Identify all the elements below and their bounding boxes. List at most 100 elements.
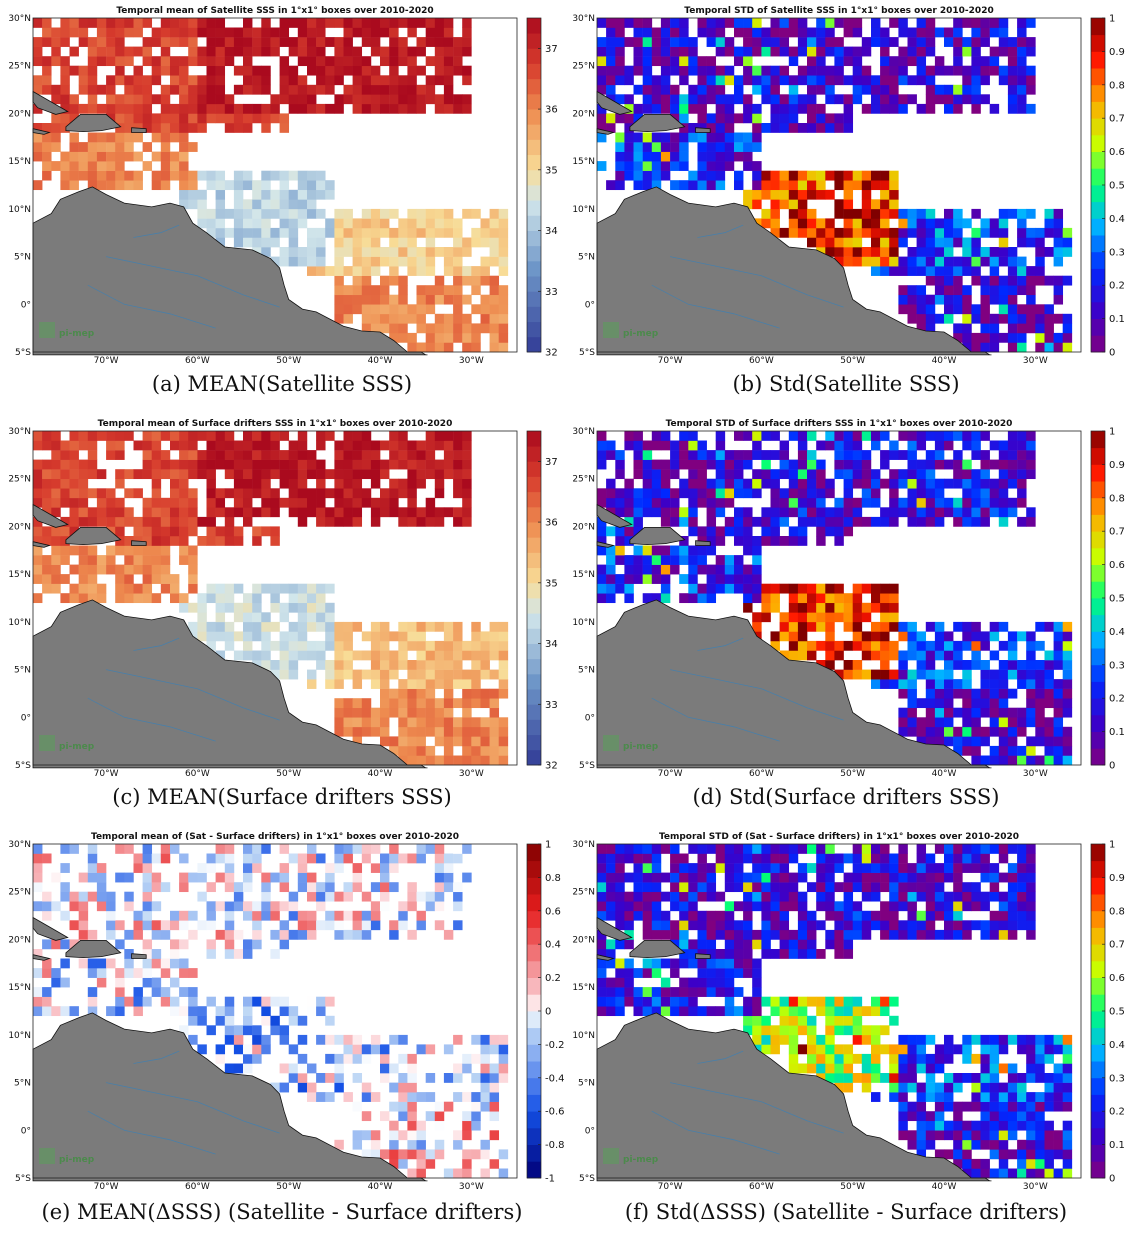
- data-cell: [288, 1006, 299, 1017]
- data-cell: [434, 1139, 445, 1150]
- data-cell: [615, 18, 625, 28]
- data-cell: [1035, 1111, 1045, 1122]
- data-cell: [170, 478, 180, 489]
- data-cell: [361, 853, 372, 864]
- data-cell: [188, 142, 198, 152]
- data-cell: [971, 94, 981, 105]
- data-cell: [770, 631, 780, 642]
- data-cell: [660, 987, 671, 997]
- data-cell: [825, 1073, 835, 1083]
- data-cell: [42, 123, 52, 133]
- data-cell: [334, 450, 344, 460]
- data-cell: [925, 891, 936, 902]
- data-cell: [1017, 27, 1027, 38]
- data-cell: [78, 75, 89, 86]
- data-cell: [270, 199, 280, 210]
- data-cell: [261, 237, 271, 248]
- data-cell: [389, 75, 399, 86]
- data-cell: [706, 94, 717, 105]
- data-cell: [398, 440, 408, 451]
- data-cell: [761, 478, 771, 489]
- data-cell: [934, 669, 945, 680]
- data-cell: [989, 227, 1000, 238]
- data-cell: [288, 891, 299, 902]
- data-cell: [398, 631, 408, 642]
- data-cell: [797, 440, 808, 451]
- data-cell: [660, 583, 671, 594]
- data-cell: [352, 882, 363, 893]
- data-cell: [706, 507, 717, 518]
- data-cell: [934, 218, 945, 229]
- data-cell: [334, 844, 344, 854]
- data-cell: [1062, 745, 1073, 756]
- data-cell: [270, 660, 280, 670]
- colorbar-segment: [527, 1044, 541, 1062]
- data-cell: [361, 27, 372, 38]
- data-cell: [407, 247, 417, 257]
- data-cell: [380, 669, 390, 680]
- data-cell: [743, 872, 753, 883]
- data-cell: [688, 170, 698, 181]
- data-cell: [925, 929, 936, 940]
- data-cell: [325, 488, 335, 499]
- colorbar-segment: [527, 719, 541, 736]
- data-cell: [316, 247, 326, 257]
- data-cell: [998, 920, 1009, 931]
- data-cell: [361, 488, 372, 499]
- data-cell: [133, 1006, 143, 1017]
- data-cell: [279, 218, 290, 229]
- data-cell: [370, 726, 381, 737]
- data-cell: [880, 669, 890, 680]
- data-cell: [597, 882, 607, 893]
- data-cell: [325, 996, 335, 1007]
- data-cell: [87, 583, 98, 594]
- data-cell: [370, 75, 381, 86]
- data-cell: [597, 526, 607, 537]
- data-cell: [752, 75, 762, 86]
- data-cell: [679, 891, 689, 902]
- data-cell: [788, 1063, 799, 1074]
- data-cell: [343, 313, 353, 324]
- data-cell: [343, 882, 353, 893]
- data-cell: [462, 208, 472, 219]
- data-cell: [843, 189, 854, 200]
- data-cell: [825, 113, 835, 124]
- data-cell: [597, 564, 607, 575]
- data-cell: [925, 872, 936, 883]
- data-cell: [1026, 227, 1036, 238]
- data-cell: [489, 275, 500, 286]
- data-cell: [697, 891, 707, 902]
- data-cell: [971, 516, 981, 527]
- data-cell: [597, 929, 607, 940]
- data-cell: [206, 440, 216, 451]
- data-cell: [907, 1044, 917, 1055]
- data-cell: [834, 208, 844, 219]
- data-cell: [852, 1006, 863, 1017]
- data-cell: [615, 939, 625, 950]
- data-cell: [916, 431, 927, 441]
- data-cell: [124, 123, 134, 133]
- data-cell: [880, 612, 890, 623]
- data-cell: [407, 75, 417, 86]
- data-cell: [1017, 717, 1027, 728]
- data-cell: [42, 958, 52, 969]
- data-cell: [389, 103, 399, 114]
- data-cell: [934, 1111, 945, 1122]
- data-cell: [370, 256, 381, 267]
- data-cell: [1017, 1101, 1027, 1112]
- data-cell: [651, 593, 662, 604]
- data-cell: [807, 459, 817, 470]
- data-cell: [471, 640, 481, 651]
- data-cell: [78, 142, 89, 152]
- data-cell: [325, 266, 335, 276]
- data-cell: [962, 1130, 972, 1141]
- data-cell: [797, 123, 808, 133]
- data-cell: [697, 170, 707, 181]
- data-cell: [907, 631, 917, 642]
- data-cell: [133, 863, 143, 873]
- data-cell: [407, 440, 417, 451]
- colorbar-segment: [527, 93, 541, 110]
- colorbar-segment: [527, 185, 541, 201]
- data-cell: [1035, 1073, 1045, 1083]
- data-cell: [706, 1006, 717, 1017]
